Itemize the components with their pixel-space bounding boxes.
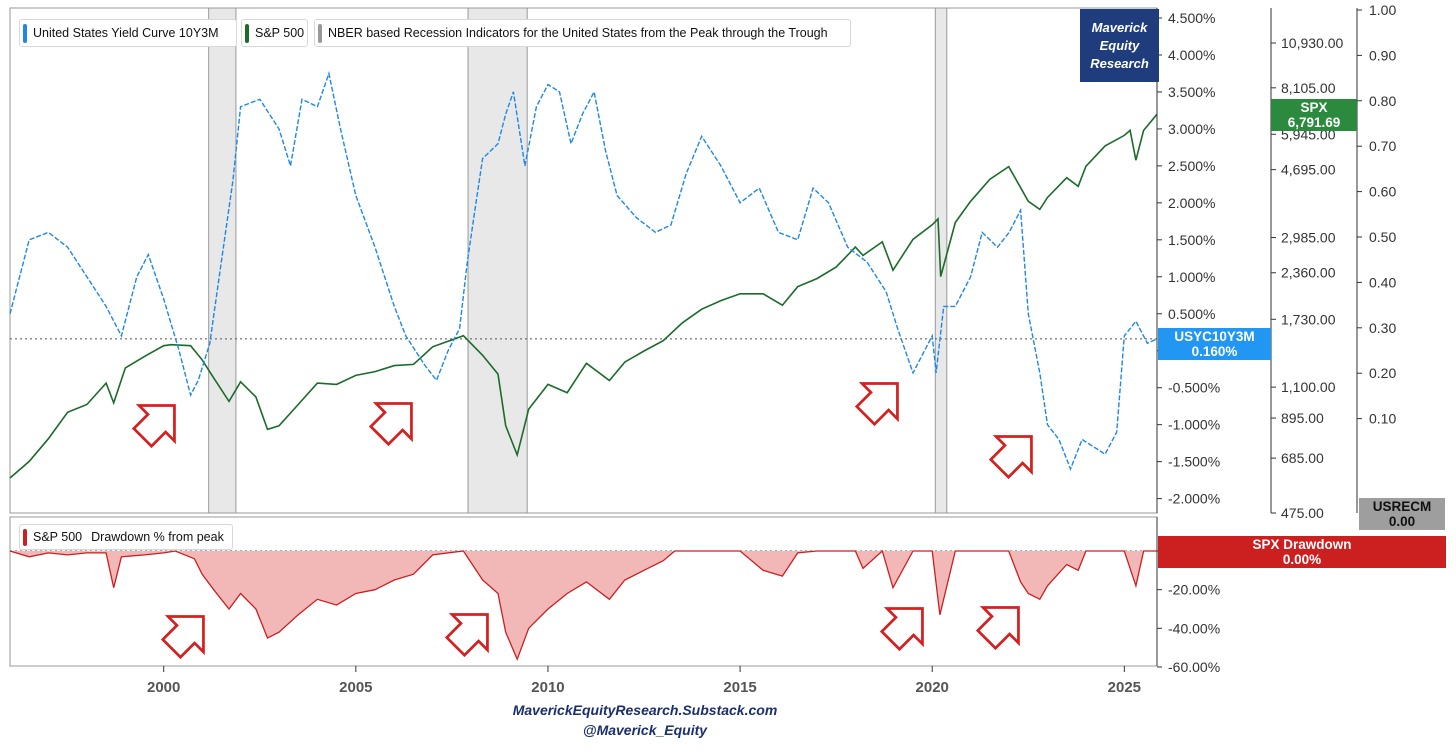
red-arrow-annotation bbox=[975, 606, 1020, 651]
yield-tick-label: 4.500% bbox=[1168, 10, 1215, 26]
red-arrow-shape bbox=[160, 615, 205, 660]
red-arrow-shape bbox=[879, 607, 924, 652]
x-tick-label: 2005 bbox=[339, 679, 372, 696]
yield-tick-label: -1.000% bbox=[1168, 417, 1220, 433]
red-arrow-annotation bbox=[879, 607, 924, 652]
recession-tick-label: 0.10 bbox=[1369, 411, 1396, 427]
yield-tick-label: 1.000% bbox=[1168, 269, 1215, 285]
sp500-tick-label: 2,985.00 bbox=[1281, 230, 1336, 246]
yield-tick-label: -2.000% bbox=[1168, 491, 1220, 507]
usyc-last-value-tag: USYC10Y3M 0.160% bbox=[1158, 328, 1271, 360]
red-arrow-annotation bbox=[854, 382, 899, 427]
red-arrow-shape bbox=[131, 404, 176, 449]
drawdown-last-value-tag: SPX Drawdown 0.00% bbox=[1158, 536, 1446, 568]
sp500-tick-label: 2,360.00 bbox=[1281, 265, 1336, 281]
recession-band bbox=[208, 7, 237, 514]
x-tick-label: 2000 bbox=[147, 679, 180, 696]
sp500-tick-label: 1,100.00 bbox=[1281, 379, 1336, 395]
recession-tick-label: 0.90 bbox=[1369, 47, 1396, 63]
yield-tick-label: 2.000% bbox=[1168, 195, 1215, 211]
red-arrow-shape bbox=[988, 435, 1033, 480]
red-arrow-annotation bbox=[988, 435, 1033, 480]
legend-yield-curve[interactable]: United States Yield Curve 10Y3M bbox=[19, 19, 237, 47]
recession-tick-label: 0.30 bbox=[1369, 320, 1396, 336]
yield-tick-label: 3.000% bbox=[1168, 121, 1215, 137]
yield-tick-label: 1.500% bbox=[1168, 232, 1215, 248]
sp500-tick-label: 4,695.00 bbox=[1281, 162, 1336, 178]
yield-tick-label: -1.500% bbox=[1168, 454, 1220, 470]
x-tick-label: 2025 bbox=[1108, 679, 1141, 696]
recession-tick-label: 0.70 bbox=[1369, 138, 1396, 154]
sp500-tick-label: 895.00 bbox=[1281, 410, 1324, 426]
recession-tick-label: 0.40 bbox=[1369, 274, 1396, 290]
drawdown-tick-label: -60.00% bbox=[1168, 659, 1220, 675]
red-arrow-annotation bbox=[160, 615, 205, 660]
usrecm-last-value-tag: USRECM 0.00 bbox=[1359, 498, 1445, 530]
red-arrow-annotation bbox=[444, 613, 489, 658]
recession-tick-label: 0.60 bbox=[1369, 184, 1396, 200]
red-arrow-shape bbox=[854, 382, 899, 427]
red-arrow-shape bbox=[444, 613, 489, 658]
footer-handle: @Maverick_Equity bbox=[582, 722, 708, 738]
sp500-tick-label: 8,105.00 bbox=[1281, 80, 1336, 96]
x-tick-label: 2010 bbox=[531, 679, 564, 696]
brand-logo: Maverick Equity Research bbox=[1080, 9, 1159, 82]
x-tick-label: 2015 bbox=[723, 679, 756, 696]
yield-tick-label: 0.500% bbox=[1168, 306, 1215, 322]
legend-drawdown[interactable]: S&P 500 Drawdown % from peak bbox=[19, 524, 233, 550]
sp500-tick-label: 10,930.00 bbox=[1281, 35, 1343, 51]
drawdown-line bbox=[9, 549, 1157, 662]
sp500-tick-label: 1,730.00 bbox=[1281, 311, 1336, 327]
recession-tick-label: 0.50 bbox=[1369, 229, 1396, 245]
yield-tick-label: 3.500% bbox=[1168, 84, 1215, 100]
recession-tick-label: 1.00 bbox=[1369, 2, 1396, 18]
recession-tick-label: 0.80 bbox=[1369, 93, 1396, 109]
red-arrow-annotation bbox=[131, 404, 176, 449]
footer-website: MaverickEquityResearch.Substack.com bbox=[512, 702, 778, 718]
drawdown-tick-label: -20.00% bbox=[1168, 582, 1220, 598]
sp500-tick-label: 685.00 bbox=[1281, 450, 1324, 466]
yield-tick-label: -0.500% bbox=[1168, 380, 1220, 396]
recession-tick-label: 0.20 bbox=[1369, 365, 1396, 381]
red-arrow-annotation bbox=[368, 402, 413, 447]
legend-sp500[interactable]: S&P 500 bbox=[241, 19, 308, 47]
red-arrow-shape bbox=[975, 606, 1020, 651]
recession-band bbox=[467, 7, 528, 514]
yield-tick-label: 4.000% bbox=[1168, 47, 1215, 63]
spx-last-value-tag: SPX 6,791.69 bbox=[1271, 99, 1357, 131]
yield-curve-line bbox=[9, 70, 1158, 471]
red-arrow-shape bbox=[368, 402, 413, 447]
sp500-line bbox=[9, 113, 1158, 479]
drawdown-tick-label: -40.00% bbox=[1168, 620, 1220, 636]
x-tick-label: 2020 bbox=[916, 679, 949, 696]
main-pane-border bbox=[9, 7, 1158, 514]
legend-recession[interactable]: NBER based Recession Indicators for the … bbox=[314, 19, 851, 47]
yield-tick-label: 2.500% bbox=[1168, 158, 1215, 174]
sp500-tick-label: 475.00 bbox=[1281, 505, 1324, 521]
drawdown-area bbox=[10, 551, 1157, 660]
